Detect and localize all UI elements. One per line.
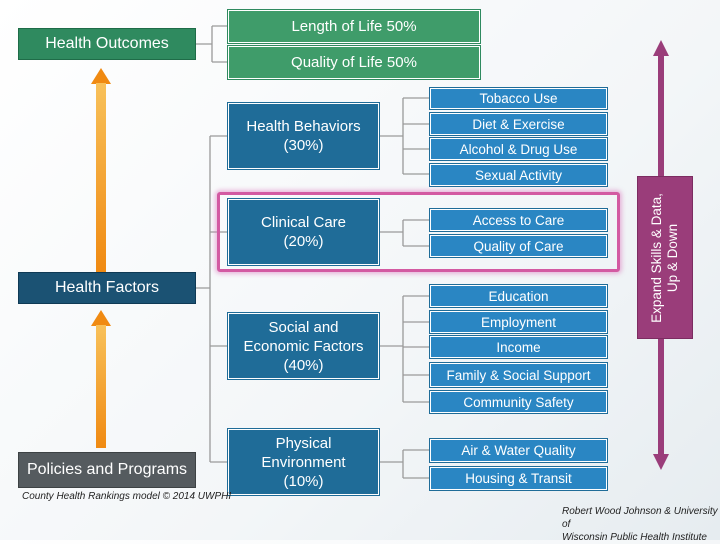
expand-skills-line: Expand Skills & Data, <box>649 192 664 323</box>
category-weight: (10%) <box>283 472 324 490</box>
health-outcomes-label: Health Outcomes <box>45 35 169 52</box>
expand-skills-bar: Expand Skills & Data, Up & Down <box>637 176 693 339</box>
category-label: Social and <box>268 318 339 336</box>
category-weight: (30%) <box>283 137 324 154</box>
item-education: Education <box>430 285 607 307</box>
clinical-care-highlight <box>217 192 620 272</box>
category-social-economic: Social and Economic Factors (40%) <box>228 313 379 379</box>
item-label: Access to Care <box>472 212 565 228</box>
item-label: Education <box>488 288 549 304</box>
item-family-social-support: Family & Social Support <box>430 363 607 387</box>
outcome-arrow <box>91 68 111 272</box>
item-label: Quality of Care <box>473 238 564 254</box>
policies-programs-label: Policies and Programs <box>26 461 188 478</box>
category-weight: (20%) <box>283 233 324 250</box>
length-of-life-label: Length of Life 50% <box>291 18 417 35</box>
credit-text: Robert Wood Johnson & University of Wisc… <box>562 505 718 544</box>
model-caption: County Health Rankings model © 2014 UWPH… <box>22 491 232 502</box>
item-alcohol-drug-use: Alcohol & Drug Use <box>430 138 607 160</box>
category-label: Health Behaviors <box>246 118 361 135</box>
category-label: Clinical Care <box>260 214 347 231</box>
item-community-safety: Community Safety <box>430 391 607 413</box>
item-housing-transit: Housing & Transit <box>430 467 607 490</box>
item-label: Air & Water Quality <box>461 443 576 458</box>
item-quality-of-care: Quality of Care <box>430 235 607 257</box>
length-of-life-box: Length of Life 50% <box>228 10 480 43</box>
item-label: Tobacco Use <box>479 91 558 106</box>
item-label: Community Safety <box>463 394 574 410</box>
item-label: Income <box>496 339 541 355</box>
policies-programs-box: Policies and Programs <box>18 452 196 488</box>
health-factors-box: Health Factors <box>18 272 196 304</box>
item-air-water-quality: Air & Water Quality <box>430 439 607 462</box>
health-outcomes-box: Health Outcomes <box>18 28 196 60</box>
quality-of-life-label: Quality of Life 50% <box>291 54 417 71</box>
category-health-behaviors: Health Behaviors (30%) <box>228 103 379 169</box>
item-label: Diet & Exercise <box>472 116 565 132</box>
item-employment: Employment <box>430 311 607 333</box>
item-tobacco-use: Tobacco Use <box>430 88 607 109</box>
expand-skills-line: Up & Down <box>665 223 680 292</box>
item-label: Housing & Transit <box>465 471 572 486</box>
category-physical-environment: Physical Environment (10%) <box>228 429 379 495</box>
credit-line: Wisconsin Public Health Institute <box>562 532 707 543</box>
category-label: Environment <box>261 453 346 471</box>
item-label: Sexual Activity <box>474 167 563 183</box>
item-label: Alcohol & Drug Use <box>459 141 578 157</box>
item-income: Income <box>430 336 607 358</box>
item-label: Family & Social Support <box>446 367 591 383</box>
item-diet-exercise: Diet & Exercise <box>430 113 607 135</box>
item-sexual-activity: Sexual Activity <box>430 164 607 186</box>
quality-of-life-box: Quality of Life 50% <box>228 46 480 79</box>
expand-skills-text: Expand Skills & Data, Up & Down <box>649 193 681 323</box>
category-label: Economic Factors <box>243 337 364 355</box>
item-label: Employment <box>480 314 557 330</box>
health-factors-label: Health Factors <box>54 279 160 296</box>
credit-line: Robert Wood Johnson & University of <box>562 506 718 530</box>
category-clinical-care: Clinical Care (20%) <box>228 199 379 265</box>
category-label: Physical <box>275 434 332 452</box>
policy-arrow <box>91 310 111 448</box>
category-weight: (40%) <box>283 356 324 374</box>
up-down-arrow <box>653 40 669 470</box>
item-access-to-care: Access to Care <box>430 209 607 231</box>
